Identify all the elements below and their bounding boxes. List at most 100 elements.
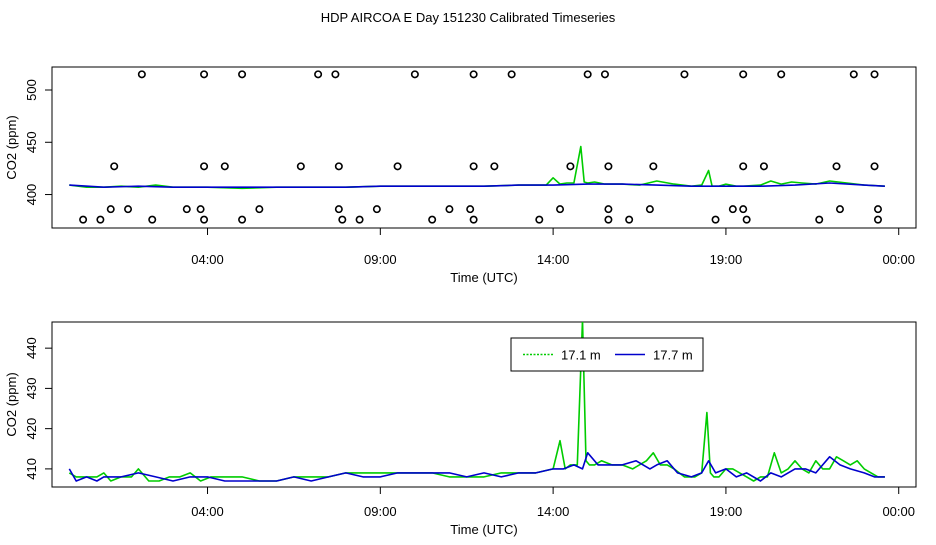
calibration-marker: [314, 70, 323, 79]
calibration-marker: [106, 205, 115, 214]
calibration-marker: [832, 162, 841, 171]
x-tick-label: 09:00: [364, 252, 397, 267]
calibration-marker: [742, 215, 751, 224]
calibration-marker: [625, 215, 634, 224]
calibration-marker: [604, 205, 613, 214]
calibration-marker: [220, 162, 229, 171]
calibration-marker: [355, 215, 364, 224]
calibration-marker: [556, 205, 565, 214]
calibration-marker: [110, 162, 119, 171]
calibration-marker: [873, 205, 882, 214]
x-tick-label: 14:00: [537, 504, 570, 519]
calibration-marker: [200, 162, 209, 171]
calibration-marker: [338, 215, 347, 224]
calibration-marker: [445, 205, 454, 214]
x-axis-label: Time (UTC): [450, 522, 517, 537]
calibration-marker: [148, 215, 157, 224]
x-tick-label: 09:00: [364, 504, 397, 519]
calibration-marker: [835, 205, 844, 214]
calibration-marker: [583, 70, 592, 79]
calibration-marker: [200, 70, 209, 79]
y-tick-label: 440: [24, 337, 39, 359]
calibration-marker: [334, 205, 343, 214]
y-tick-label: 420: [24, 418, 39, 440]
y-tick-label: 410: [24, 458, 39, 480]
x-tick-label: 04:00: [191, 504, 224, 519]
calibration-marker: [815, 215, 824, 224]
x-tick-label: 04:00: [191, 252, 224, 267]
calibration-marker: [739, 70, 748, 79]
calibration-marker: [196, 205, 205, 214]
calibration-marker: [466, 205, 475, 214]
legend-label: 17.1 m: [561, 348, 601, 363]
chart-title: HDP AIRCOA E Day 151230 Calibrated Times…: [321, 10, 616, 25]
calibration-marker: [870, 162, 879, 171]
calibration-marker: [873, 215, 882, 224]
calibration-marker: [296, 162, 305, 171]
calibration-marker: [238, 215, 247, 224]
calibration-marker: [739, 162, 748, 171]
series-line-series_17_1: [68, 322, 885, 482]
calibration-marker: [849, 70, 858, 79]
y-axis-label: CO2 (ppm): [4, 115, 19, 179]
y-axis-label: CO2 (ppm): [4, 372, 19, 436]
legend: 17.1 m 17.7 m: [510, 337, 704, 372]
y-tick-label: 430: [24, 378, 39, 400]
calibration-marker: [137, 70, 146, 79]
x-tick-label: 14:00: [537, 252, 570, 267]
y-tick-label: 450: [24, 131, 39, 153]
plot-frame: [51, 66, 917, 229]
calibration-marker: [96, 215, 105, 224]
top-panel: 04:00 09:00 14:00 19:00 00:00 400 450 500 Time (…: [4, 66, 917, 285]
calibration-marker: [728, 205, 737, 214]
x-tick-label: 00:00: [882, 504, 915, 519]
calibration-marker: [393, 162, 402, 171]
calibration-marker: [535, 215, 544, 224]
calibration-marker: [469, 70, 478, 79]
calibration-marker: [428, 215, 437, 224]
calibration-marker: [507, 70, 516, 79]
calibration-marker: [711, 215, 720, 224]
bottom-panel: 04:00 09:00 14:00 19:00 00:00 410 420 430 440 Tim…: [4, 321, 917, 537]
calibration-marker: [566, 162, 575, 171]
legend-label: 17.7 m: [653, 348, 693, 363]
calibration-marker: [182, 205, 191, 214]
x-tick-label: 00:00: [882, 252, 915, 267]
calibration-marker: [469, 162, 478, 171]
x-tick-label: 19:00: [710, 504, 743, 519]
calibration-marker: [410, 70, 419, 79]
y-tick-label: 400: [24, 184, 39, 206]
calibration-marker: [238, 70, 247, 79]
plot-area: [68, 322, 885, 482]
calibration-marker: [870, 70, 879, 79]
calibration-marker: [604, 215, 613, 224]
calibration-marker: [600, 70, 609, 79]
calibration-marker: [604, 162, 613, 171]
calibration-marker: [469, 215, 478, 224]
calibration-marker: [680, 70, 689, 79]
y-tick-label: 500: [24, 79, 39, 101]
calibration-marker: [490, 162, 499, 171]
calibration-marker: [79, 215, 88, 224]
x-tick-label: 19:00: [710, 252, 743, 267]
x-axis-label: Time (UTC): [450, 270, 517, 285]
calibration-marker: [649, 162, 658, 171]
calibration-marker: [334, 162, 343, 171]
series-line-series_17_7: [68, 451, 885, 482]
calibration-marker: [777, 70, 786, 79]
calibration-marker: [645, 205, 654, 214]
series-line-series_17_1: [69, 145, 885, 190]
calibration-marker: [759, 162, 768, 171]
calibration-marker: [200, 215, 209, 224]
plot-frame: [51, 321, 917, 488]
calibration-marker: [255, 205, 264, 214]
series-line-series_17_7: [69, 182, 885, 188]
calibration-marker: [372, 205, 381, 214]
calibration-marker: [331, 70, 340, 79]
calibration-marker: [739, 205, 748, 214]
calibration-marker: [124, 205, 133, 214]
plot-area: [69, 70, 885, 224]
legend-box: [510, 337, 704, 372]
